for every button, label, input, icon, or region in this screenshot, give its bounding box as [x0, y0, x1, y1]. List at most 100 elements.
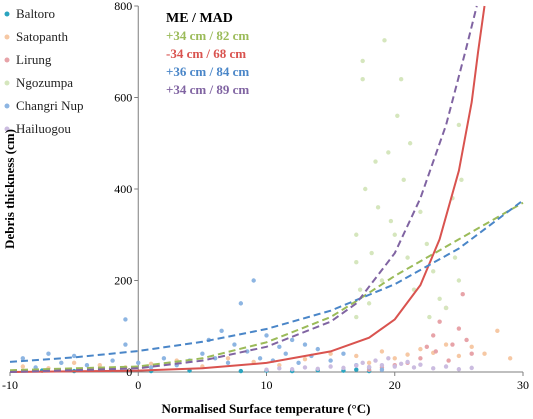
data-point	[97, 362, 102, 368]
fit-curve-line	[9, 5, 478, 373]
data-point	[482, 351, 487, 356]
data-point	[469, 344, 474, 350]
annotation-title: ME / MAD	[166, 11, 233, 26]
annotation-box: ME / MAD +34 cm / 82 cm -34 cm / 68 cm +36 …	[166, 11, 249, 97]
data-point	[289, 337, 295, 343]
data-point	[386, 150, 391, 155]
data-point	[395, 113, 400, 119]
data-point	[328, 364, 333, 369]
data-point	[110, 358, 115, 363]
data-point	[388, 218, 394, 224]
data-point	[424, 241, 430, 247]
legend-marker	[4, 34, 10, 40]
data-point	[328, 358, 333, 363]
legend-label: Ngozumpa	[16, 75, 73, 90]
x-tick-label: 20	[389, 378, 401, 392]
y-tick-label: 400	[114, 182, 132, 196]
data-point	[456, 122, 462, 128]
data-point	[354, 314, 359, 320]
data-point	[424, 344, 430, 350]
data-point	[379, 367, 385, 372]
data-point	[369, 250, 374, 256]
annotation-line: +34 cm / 89 cm	[166, 82, 249, 97]
data-point	[251, 278, 256, 283]
data-point	[148, 365, 154, 370]
data-point	[418, 209, 423, 215]
legend-label: Satopanth	[16, 29, 68, 44]
data-point	[456, 278, 462, 283]
data-point	[148, 361, 154, 366]
annotation-line: -34 cm / 68 cm	[166, 46, 246, 61]
fit-curve-line	[9, 5, 486, 373]
data-point	[418, 356, 423, 361]
data-point	[283, 351, 288, 356]
data-point	[495, 328, 500, 334]
data-point	[354, 232, 359, 237]
data-point	[431, 366, 436, 371]
data-point	[398, 77, 404, 82]
data-point	[469, 365, 474, 371]
data-point	[411, 365, 417, 370]
data-point	[507, 356, 513, 361]
legend-label: Hailuogou	[16, 121, 71, 136]
legend-marker	[4, 103, 10, 109]
data-point	[401, 177, 406, 183]
data-point	[232, 342, 237, 347]
data-point	[277, 362, 282, 368]
data-point	[446, 358, 451, 363]
data-point	[366, 364, 372, 370]
data-point	[460, 292, 465, 297]
data-point	[71, 353, 77, 359]
data-point	[264, 367, 269, 372]
data-point	[123, 317, 128, 322]
data-point	[456, 367, 462, 372]
data-point	[238, 301, 244, 306]
legend-marker	[4, 80, 10, 86]
fit-curve-line	[9, 199, 524, 363]
data-point	[289, 367, 295, 372]
data-point	[363, 186, 368, 192]
y-tick-label: 800	[114, 0, 132, 13]
data-point	[225, 356, 231, 361]
data-point	[382, 38, 387, 43]
data-point	[418, 362, 423, 367]
data-point	[437, 296, 442, 301]
data-point	[418, 346, 423, 352]
y-tick-label: 600	[114, 91, 132, 105]
data-point	[431, 269, 436, 274]
data-point	[354, 363, 359, 368]
data-point	[20, 364, 26, 369]
x-tick-label: 10	[261, 378, 273, 392]
scatter-points	[20, 38, 513, 374]
x-tick-label: 30	[517, 378, 529, 392]
data-point	[257, 356, 263, 361]
annotation-line: +36 cm / 84 cm	[166, 64, 249, 79]
data-point	[379, 278, 385, 283]
data-point	[431, 333, 436, 338]
data-point	[277, 344, 282, 350]
chart-axes	[9, 5, 524, 376]
data-point	[315, 346, 320, 352]
data-point	[59, 360, 64, 366]
data-point	[225, 360, 231, 366]
data-point	[354, 367, 359, 372]
legend-label: Lirung	[16, 52, 52, 67]
data-point	[379, 362, 385, 368]
y-tick-label: 0	[126, 365, 132, 379]
legend-marker	[4, 57, 10, 63]
data-point	[392, 364, 397, 369]
data-point	[437, 319, 442, 324]
data-point	[366, 360, 372, 366]
fit-curve-line	[9, 201, 524, 372]
data-point	[366, 301, 372, 306]
data-point	[433, 349, 438, 354]
legend: Baltoro Satopanth Lirung Ngozumpa Changri Nu…	[4, 6, 84, 136]
data-point	[443, 364, 449, 369]
annotation-line: +34 cm / 82 cm	[166, 28, 249, 43]
data-point	[341, 351, 346, 356]
data-point	[213, 356, 218, 361]
data-point	[456, 353, 462, 359]
legend-label: Changri Nup	[16, 98, 84, 113]
data-point	[354, 353, 359, 359]
